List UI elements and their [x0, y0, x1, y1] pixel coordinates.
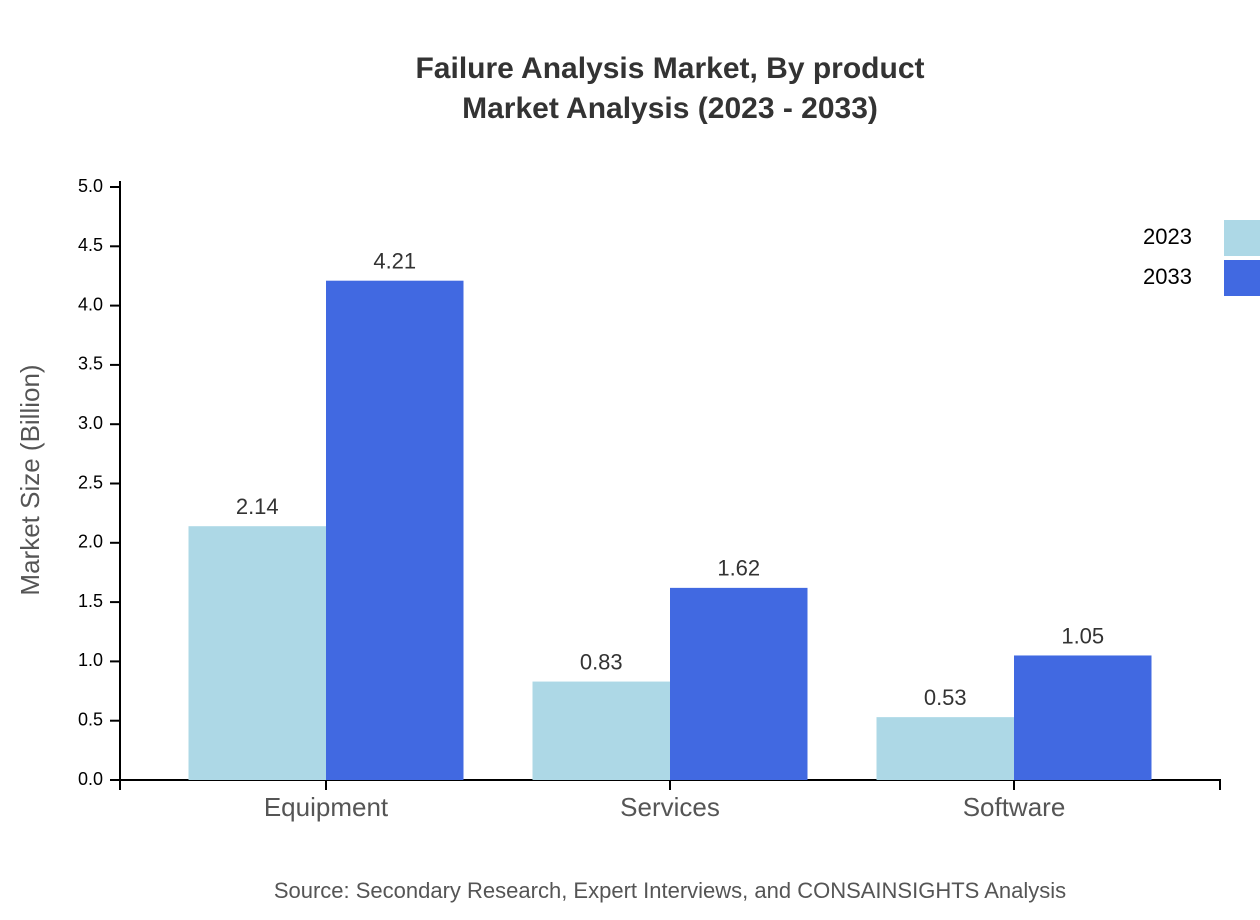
bar — [1014, 655, 1152, 780]
x-tick-label: Software — [963, 792, 1066, 822]
x-tick-label: Services — [620, 792, 720, 822]
value-label: 2.14 — [236, 494, 279, 519]
legend-label: 2033 — [1143, 264, 1192, 289]
bar — [532, 681, 670, 780]
value-label: 0.53 — [924, 685, 967, 710]
legend-label: 2023 — [1143, 224, 1192, 249]
y-tick-label: 4.5 — [78, 235, 103, 255]
chart-title: Failure Analysis Market, By product — [415, 52, 924, 85]
value-label: 0.83 — [580, 649, 623, 674]
y-tick-label: 1.5 — [78, 591, 103, 611]
legend-swatch — [1224, 260, 1260, 296]
y-axis-title: Market Size (Billion) — [15, 364, 45, 595]
bar — [876, 717, 1014, 780]
y-tick-label: 1.0 — [78, 650, 103, 670]
y-tick-label: 0.5 — [78, 709, 103, 729]
x-tick-label: Equipment — [264, 792, 389, 822]
value-label: 1.62 — [717, 556, 760, 581]
value-label: 1.05 — [1061, 623, 1104, 648]
chart-subtitle: Market Analysis (2023 - 2033) — [462, 92, 878, 125]
legend-swatch — [1224, 220, 1260, 256]
y-tick-label: 4.0 — [78, 294, 103, 314]
bar — [188, 526, 326, 780]
source-note: Source: Secondary Research, Expert Inter… — [274, 878, 1066, 903]
value-label: 4.21 — [373, 249, 416, 274]
y-tick-label: 5.0 — [78, 176, 103, 196]
y-tick-label: 0.0 — [78, 769, 103, 789]
bar — [326, 280, 464, 780]
y-tick-label: 2.5 — [78, 472, 103, 492]
bar — [670, 587, 808, 780]
y-tick-label: 3.0 — [78, 413, 103, 433]
y-tick-label: 3.5 — [78, 354, 103, 374]
y-tick-label: 2.0 — [78, 532, 103, 552]
